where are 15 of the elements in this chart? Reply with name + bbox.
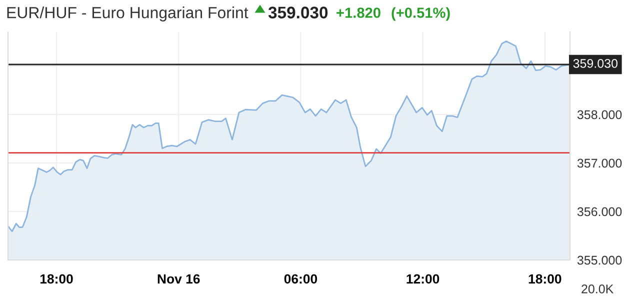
text: +1.820 xyxy=(336,8,380,18)
text: 20.0K xyxy=(582,284,614,294)
x-tick-label: 18:00 xyxy=(40,274,73,284)
x-tick-label: 18:00 xyxy=(528,274,562,284)
x-tick-label: 06:00 xyxy=(284,274,318,284)
y-tick-label: 355.000 xyxy=(577,256,622,265)
x-tick-label: 12:00 xyxy=(406,274,440,284)
y-tick-label: 356.000 xyxy=(577,207,622,216)
text: (+0.51%) xyxy=(392,7,450,21)
chart-title: EUR/HUF - Euro Hungarian Forint xyxy=(7,6,248,22)
x-tick-label: Nov 16 xyxy=(158,274,200,284)
y-tick-label: 357.000 xyxy=(577,158,622,168)
y-tick-label: 358.000 xyxy=(577,110,622,120)
text: 359.030 xyxy=(268,6,328,18)
ref-line-label: 359.030 xyxy=(573,59,618,68)
